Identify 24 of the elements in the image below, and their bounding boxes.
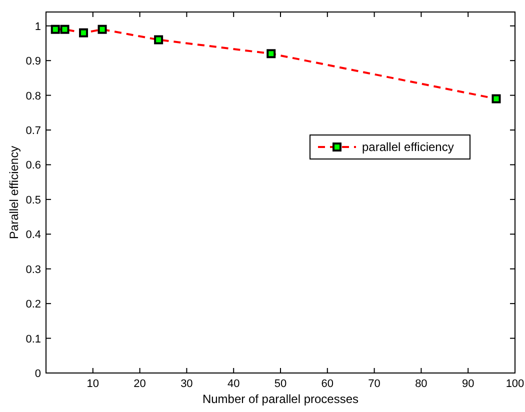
x-tick-label: 30 — [180, 378, 193, 390]
x-tick-label: 90 — [462, 378, 474, 390]
y-tick-label: 0.7 — [26, 125, 41, 138]
legend-label: parallel efficiency — [362, 140, 454, 154]
y-tick-label: 0.9 — [26, 56, 41, 68]
y-tick-label: 0.3 — [26, 264, 41, 276]
x-tick-label: 60 — [321, 378, 334, 390]
y-tick-label: 0.4 — [26, 229, 41, 242]
x-tick-label: 100 — [506, 378, 524, 390]
x-tick-label: 50 — [274, 378, 287, 390]
x-tick-label: 70 — [368, 378, 380, 390]
x-axis-title: Number of parallel processes — [202, 392, 359, 406]
x-tick-label: 10 — [86, 378, 100, 390]
x-tick-label: 20 — [134, 378, 146, 390]
x-tick-label: 80 — [415, 378, 428, 390]
y-tick-label: 0.2 — [26, 298, 41, 311]
y-tick-label: 0.6 — [26, 160, 41, 172]
y-tick-label: 0.1 — [26, 333, 41, 346]
x-tick-label: 40 — [227, 378, 240, 390]
y-tick-label: 0.5 — [26, 194, 41, 206]
y-tick-label: 1 — [34, 20, 41, 33]
y-axis-title: Parallel efficiency — [7, 146, 21, 240]
y-tick-label: 0 — [34, 368, 41, 380]
y-tick-label: 0.8 — [26, 90, 41, 102]
